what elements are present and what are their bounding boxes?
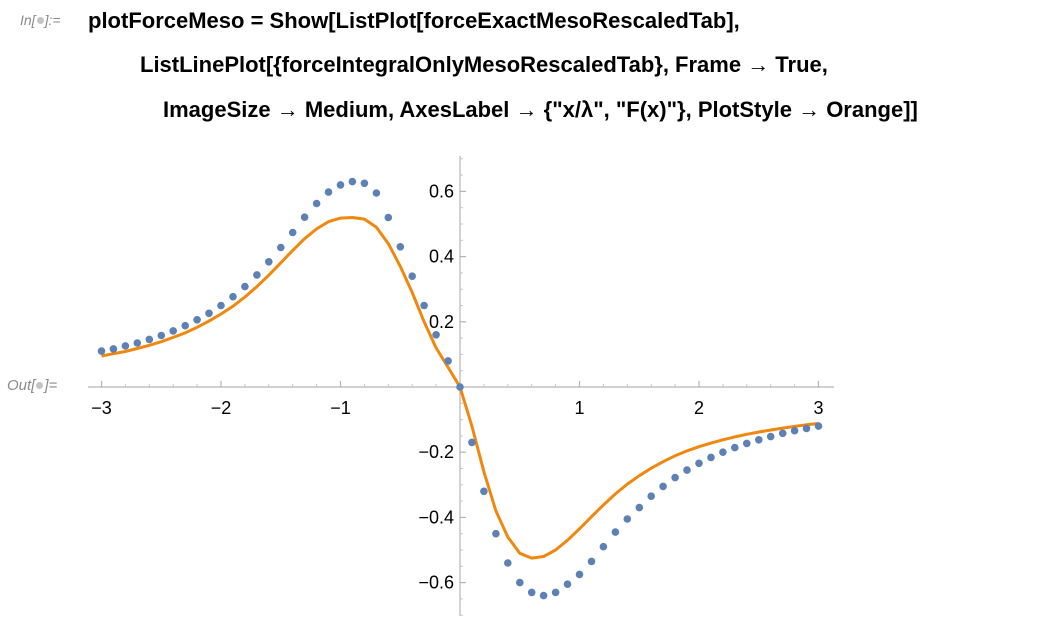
scatter-point — [456, 383, 464, 391]
scatter-point — [133, 339, 142, 347]
x-tick-label: −3 — [91, 398, 112, 418]
x-tick-label: −1 — [330, 398, 351, 418]
scatter-point — [97, 347, 106, 355]
x-tick-label: 2 — [694, 398, 704, 418]
y-tick-label: 0.2 — [429, 312, 454, 332]
scatter-point — [288, 228, 297, 237]
scatter-point — [253, 271, 261, 279]
scatter-point — [408, 272, 417, 280]
scatter-point — [396, 243, 405, 251]
scatter-point — [312, 199, 321, 208]
output-cell-label-suffix: ]= — [44, 377, 58, 394]
scatter-point — [181, 321, 189, 330]
scatter-point — [743, 439, 751, 448]
scatter-point — [193, 316, 201, 324]
scatter-point — [444, 357, 452, 365]
scatter-point — [121, 342, 130, 350]
y-tick-label: 0.4 — [429, 247, 454, 267]
scatter-point — [109, 345, 118, 353]
input-cell-label-prefix: In[ — [20, 12, 36, 28]
scatter-point — [348, 177, 357, 186]
scatter-point — [659, 482, 667, 491]
scatter-point — [480, 487, 488, 496]
cell-number-placeholder-icon — [36, 382, 44, 389]
scatter-point — [420, 301, 428, 310]
y-tick-label: −0.6 — [418, 573, 454, 593]
scatter-point — [707, 453, 715, 462]
y-tick-label: −0.2 — [418, 442, 454, 462]
y-tick-label: −0.4 — [418, 507, 454, 527]
scatter-point — [384, 213, 393, 222]
x-tick-label: 1 — [574, 398, 584, 418]
scatter-point — [157, 331, 166, 340]
scatter-point — [265, 258, 273, 266]
scatter-point — [755, 436, 763, 444]
force-plot[interactable]: −3 −2 −1 1 2 3 0.6 0.4 0.2 −0.2 −0.4 −0.6 — [0, 140, 1060, 620]
scatter-point — [336, 181, 345, 189]
scatter-point — [169, 327, 177, 335]
code-line-3[interactable]: ImageSize → Medium, AxesLabel → {"x/λ", … — [163, 97, 918, 122]
scatter-point — [563, 580, 572, 588]
output-cell-label: Out[ ]= — [7, 377, 57, 394]
scatter-point — [145, 335, 154, 344]
scatter-point — [587, 557, 596, 566]
scatter-point — [635, 503, 644, 512]
scatter-point — [719, 448, 727, 457]
code-line-1[interactable]: plotForceMeso = Show[ListPlot[forceExact… — [88, 8, 740, 33]
scatter-point — [611, 528, 620, 536]
scatter-point — [432, 331, 440, 339]
scatter-point — [229, 292, 237, 301]
scatter-point — [814, 422, 823, 430]
scatter-point — [599, 542, 608, 551]
scatter-point — [516, 578, 524, 587]
scatter-point — [731, 443, 739, 452]
scatter-point — [802, 424, 811, 433]
code-line-2[interactable]: ListLinePlot[{forceIntegralOnlyMesoResca… — [140, 52, 828, 77]
input-cell-label: In[ ]:= — [20, 12, 61, 28]
scatter-point — [372, 189, 381, 197]
scatter-point — [647, 492, 655, 501]
scatter-point — [551, 588, 560, 597]
scatter-point — [504, 559, 512, 567]
scatter-point — [300, 213, 309, 221]
x-tick-label: 3 — [813, 398, 823, 418]
scatter-point — [241, 282, 249, 291]
scatter-point — [277, 243, 285, 252]
scatter-point — [539, 591, 548, 600]
output-cell-label-prefix: Out[ — [7, 377, 36, 394]
scatter-point — [527, 588, 536, 597]
scatter-point — [695, 459, 703, 468]
scatter-point — [671, 473, 679, 482]
scatter-point — [492, 529, 500, 538]
scatter-point — [360, 179, 369, 188]
plot-marks — [97, 177, 823, 600]
scatter-point — [217, 301, 225, 310]
y-tick-label: 0.6 — [429, 181, 454, 201]
scatter-point — [623, 515, 632, 523]
scatter-point — [205, 309, 213, 318]
plot-ticks: −3 −2 −1 1 2 3 0.6 0.4 0.2 −0.2 −0.4 −0.6 — [91, 158, 824, 616]
scatter-point — [575, 570, 584, 579]
scatter-point — [324, 188, 333, 196]
x-tick-label: −2 — [211, 398, 232, 418]
scatter-point — [468, 438, 476, 447]
scatter-point — [683, 466, 691, 474]
scatter-point — [778, 429, 787, 438]
input-cell-label-suffix: ]:= — [44, 12, 61, 28]
scatter-point — [766, 432, 775, 441]
cell-number-placeholder-icon — [36, 17, 44, 24]
scatter-point — [790, 426, 799, 435]
